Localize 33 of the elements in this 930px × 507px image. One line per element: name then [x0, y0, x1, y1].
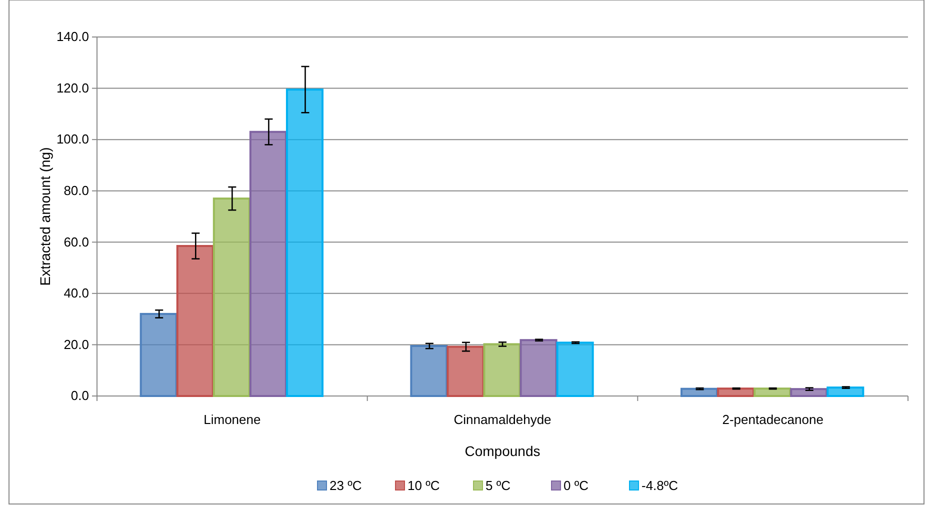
- legend-label: 5 ºC: [486, 478, 510, 493]
- bar: [176, 244, 214, 397]
- legend-label: 23 ºC: [330, 478, 362, 493]
- bar: [717, 388, 755, 397]
- bar: [754, 388, 792, 397]
- bar: [446, 346, 484, 397]
- bar: [680, 388, 718, 397]
- legend-label: 0 ºC: [564, 478, 588, 493]
- y-tick-label: 20.0: [64, 336, 89, 352]
- bar: [556, 342, 594, 397]
- bar: [212, 198, 250, 397]
- y-tick-label: 40.0: [64, 286, 89, 301]
- x-tick-label: Limonene: [204, 412, 261, 428]
- legend-label: -4.8ºC: [642, 478, 678, 493]
- y-axis-title: Extracted amount (ng): [37, 147, 53, 286]
- y-tick-label: 120.0: [56, 80, 89, 96]
- x-axis-title: Compounds: [464, 443, 540, 459]
- bar: [286, 88, 324, 397]
- x-tick-label: 2-pentadecanone: [722, 412, 824, 428]
- bar: [140, 312, 178, 397]
- x-tick-label: Cinnamaldehyde: [454, 412, 552, 428]
- legend-label: 10 ºC: [408, 478, 440, 493]
- y-tick-label: 140.0: [56, 29, 89, 44]
- bar: [410, 344, 448, 397]
- bar: [826, 386, 864, 397]
- y-tick-label: 100.0: [56, 132, 89, 147]
- y-tick-label: 80.0: [64, 183, 89, 198]
- bar: [483, 343, 521, 397]
- bar: [790, 388, 828, 397]
- y-tick-label: 0.0: [70, 388, 89, 404]
- bar: [249, 130, 287, 397]
- y-tick-label: 60.0: [64, 234, 89, 250]
- bar: [520, 339, 558, 397]
